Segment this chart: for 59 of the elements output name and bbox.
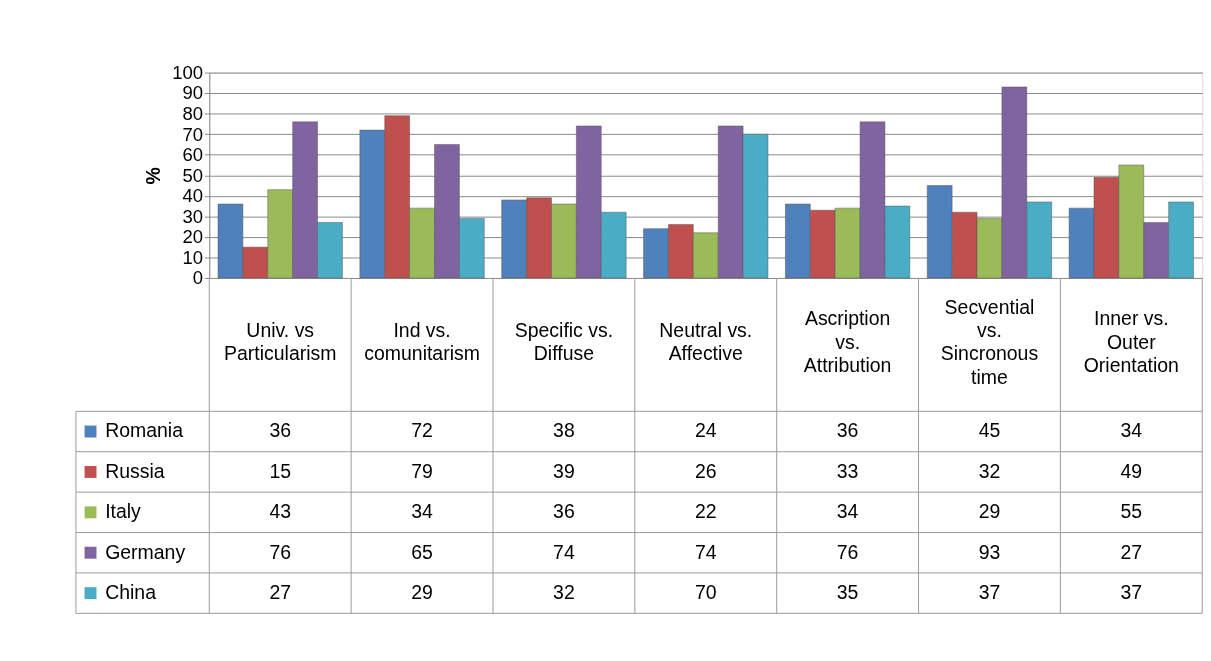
y-tick-label: 0 [192,267,203,289]
data-label: 29 [411,580,433,603]
data-label: 29 [978,500,1001,523]
data-label: 34 [411,500,434,523]
legend-label: Germany [105,540,186,563]
data-label: 93 [978,540,1001,563]
y-tick-label: 40 [182,185,203,207]
data-label: 74 [553,540,575,563]
data-label: 32 [978,459,1001,482]
legend-label: China [105,580,157,603]
data-label: 34 [836,500,859,523]
legend-label: Italy [105,500,142,523]
data-label: 35 [836,580,859,603]
data-label: 36 [269,419,292,442]
data-label: 36 [553,500,575,523]
data-label: 15 [269,459,292,482]
data-label: 76 [836,540,859,563]
y-axis-title: % [142,167,165,185]
y-tick-label: 90 [182,82,203,104]
data-label: 38 [553,419,575,442]
data-label: 32 [553,580,575,603]
x-tick-label: Secvential vs. Sincronous time [940,295,1039,388]
data-label: 24 [694,419,717,442]
data-label: 22 [694,500,717,523]
data-label: 65 [411,540,433,563]
y-tick-label: 100 [172,61,203,83]
y-tick-label: 70 [182,123,203,145]
data-label: 37 [978,580,1001,603]
data-label: 33 [836,459,859,482]
data-label: 49 [1120,459,1143,482]
y-tick-label: 20 [182,226,203,248]
x-tick-label: Inner vs. Outer Orientation [1083,307,1179,376]
data-label: 26 [694,459,717,482]
data-label: 74 [694,540,717,563]
legend-label: Romania [105,419,184,442]
data-label: 79 [411,459,433,482]
data-label: 76 [269,540,292,563]
y-tick-label: 60 [182,144,203,166]
y-tick-label: 30 [182,205,203,227]
x-tick-label: Ascription vs. Attribution [803,307,892,376]
data-label: 55 [1120,500,1143,523]
x-tick-label: Univ. vs Particularism [224,318,337,365]
y-tick-label: 10 [182,246,203,268]
y-tick-label: 50 [182,164,203,186]
data-label: 72 [411,419,433,442]
data-label: 43 [269,500,292,523]
data-label: 45 [978,419,1001,442]
x-tick-label: Specific vs. Diffuse [514,318,614,365]
data-label: 34 [1120,419,1143,442]
x-tick-label: Ind vs. comunitarism [364,318,480,365]
data-label: 27 [1120,540,1143,563]
data-label: 27 [269,580,292,603]
y-tick-label: 80 [182,102,203,124]
x-tick-label: Neutral vs. Affective [659,318,753,365]
data-label: 70 [694,580,717,603]
data-label: 39 [553,459,575,482]
data-label: 37 [1120,580,1143,603]
data-label: 36 [836,419,859,442]
legend-label: Russia [105,459,165,482]
